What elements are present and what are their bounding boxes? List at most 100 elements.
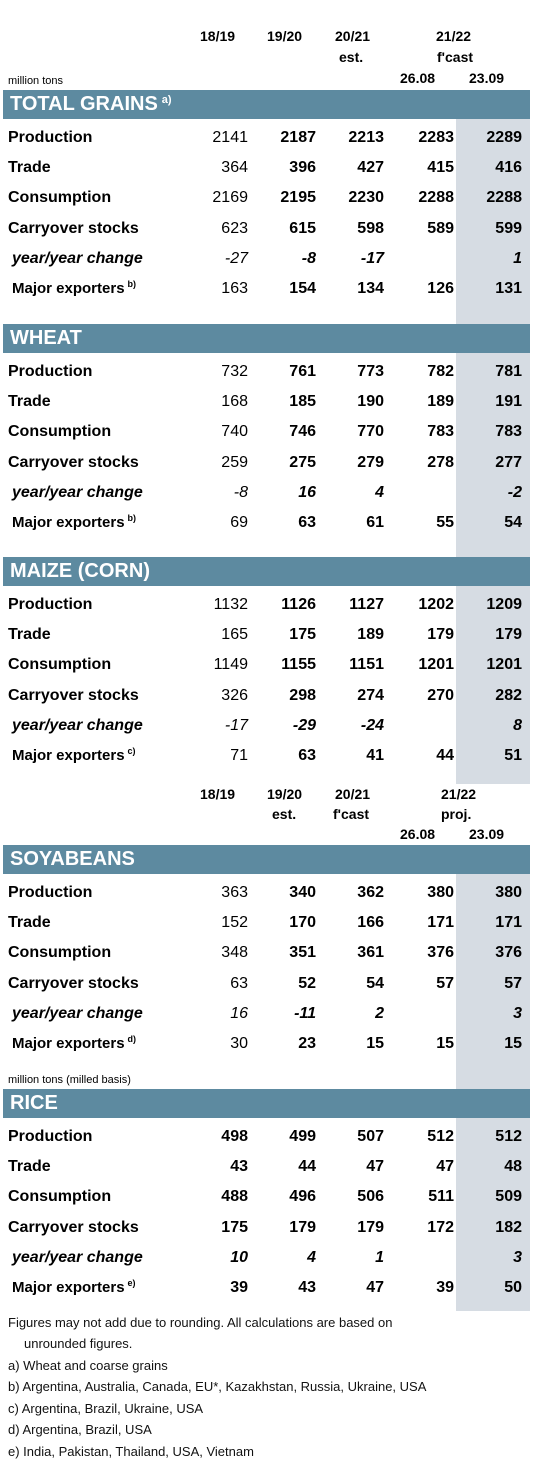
table-cell: 182 (495, 1218, 522, 1236)
table-cell: 512 (495, 1128, 522, 1145)
table-cell: 278 (427, 453, 454, 471)
col-header-2122-sub: proj. (441, 806, 472, 822)
row-label-text: year/year change (12, 483, 143, 501)
section-title-note: a) (161, 94, 172, 106)
row-label: year/year change (12, 484, 143, 502)
col-header-2122-sub: f'cast (437, 49, 474, 65)
footnote-rounding: Figures may not add due to rounding. All… (8, 1315, 393, 1330)
table-cell: 3 (513, 1004, 522, 1022)
table-cell: 15 (366, 1035, 384, 1052)
row-label-text: Carryover stocks (8, 974, 139, 992)
table-cell: 154 (289, 280, 316, 297)
table-cell: 179 (357, 1218, 384, 1236)
table-cell: 1 (513, 249, 522, 267)
table-cell: 498 (221, 1128, 248, 1145)
table-cell: 396 (289, 159, 316, 177)
table-cell: -8 (233, 483, 248, 501)
table-cell: 15 (504, 1035, 522, 1052)
table-cell: 259 (221, 453, 248, 471)
table-cell: 172 (427, 1218, 454, 1236)
row-label-text: Consumption (8, 1188, 112, 1206)
table-cell: 23 (298, 1035, 316, 1052)
table-cell: 179 (427, 626, 454, 644)
table-cell: 1132 (213, 596, 248, 613)
table-cell: 16 (298, 483, 316, 501)
table-cell: 163 (221, 280, 248, 297)
section-header-bar (3, 845, 530, 874)
row-label: Production (8, 129, 92, 147)
row-label-text: Consumption (8, 944, 112, 962)
table-cell: 376 (495, 944, 522, 962)
table-cell: 3 (513, 1248, 522, 1266)
table-cell: 126 (427, 280, 454, 297)
table-cell: 380 (495, 884, 522, 901)
table-cell: 326 (221, 686, 248, 704)
table-cell: 191 (495, 393, 522, 411)
row-label: Trade (8, 626, 51, 644)
table-cell: 189 (427, 393, 454, 411)
row-label: Carryover stocks (8, 454, 139, 472)
table-cell: 761 (289, 363, 316, 380)
table-cell: 1127 (349, 596, 384, 613)
table-cell: 783 (427, 423, 454, 441)
row-label: Carryover stocks (8, 975, 139, 993)
table-cell: 171 (427, 914, 454, 932)
table-cell: 277 (495, 453, 522, 471)
table-cell: 152 (221, 914, 248, 932)
table-cell: 770 (357, 423, 384, 441)
row-label-text: Major exporters (12, 747, 125, 764)
table-cell: 50 (504, 1279, 522, 1296)
footnote-rounding-cont: unrounded figures. (24, 1336, 133, 1351)
table-cell: -29 (292, 716, 316, 734)
table-cell: 63 (230, 974, 248, 992)
row-label: Trade (8, 159, 51, 177)
row-label: Major exporters c) (12, 746, 136, 764)
section-title-text: MAIZE (CORN) (10, 560, 150, 582)
table-cell: 1209 (486, 596, 522, 613)
table-cell: 773 (357, 363, 384, 380)
row-label-text: Major exporters (12, 1035, 125, 1052)
table-cell: 511 (428, 1188, 454, 1206)
section-header-bar (3, 1089, 530, 1118)
row-label: Carryover stocks (8, 220, 139, 238)
table-cell: 340 (289, 884, 316, 901)
col-header-2021: 20/21 (335, 786, 371, 802)
table-cell: 168 (221, 393, 248, 411)
row-label-text: Carryover stocks (8, 219, 139, 237)
table-cell: 509 (495, 1188, 522, 1206)
row-label-text: Carryover stocks (8, 686, 139, 704)
section-title: TOTAL GRAINS a) (10, 93, 172, 116)
section-title: MAIZE (CORN) (10, 560, 150, 583)
table-cell: 488 (221, 1188, 248, 1206)
table-cell: 48 (504, 1158, 522, 1176)
table-cell: 427 (357, 159, 384, 177)
footnote-e: e) India, Pakistan, Thailand, USA, Vietn… (8, 1444, 254, 1459)
row-label-note: b) (127, 513, 137, 523)
table-cell: 740 (221, 423, 248, 441)
row-label: Major exporters d) (12, 1034, 136, 1052)
table-cell: 623 (221, 219, 248, 237)
footnote-a: a) Wheat and coarse grains (8, 1358, 168, 1373)
row-label: year/year change (12, 250, 143, 268)
row-label-text: Carryover stocks (8, 1218, 139, 1236)
row-label-text: Production (8, 129, 93, 146)
table-cell: 170 (289, 914, 316, 932)
table-cell: 43 (230, 1158, 248, 1176)
row-label: Trade (8, 914, 51, 932)
row-label: Production (8, 596, 92, 614)
table-cell: 61 (366, 514, 384, 531)
table-cell: 47 (366, 1158, 384, 1176)
table-cell: 189 (357, 626, 384, 644)
table-cell: 361 (357, 944, 384, 962)
row-label: Consumption (8, 1188, 111, 1206)
table-cell: 507 (357, 1128, 384, 1145)
table-cell: 43 (298, 1279, 316, 1296)
table-cell: 51 (504, 747, 522, 764)
table-cell: 506 (357, 1188, 384, 1206)
row-label: Consumption (8, 656, 111, 674)
highlight-column-bottom (456, 845, 530, 1311)
row-label: Carryover stocks (8, 687, 139, 705)
row-label-note: b) (127, 279, 137, 289)
table-cell: 179 (289, 1218, 316, 1236)
col-header-2021: 20/21 (335, 28, 371, 44)
